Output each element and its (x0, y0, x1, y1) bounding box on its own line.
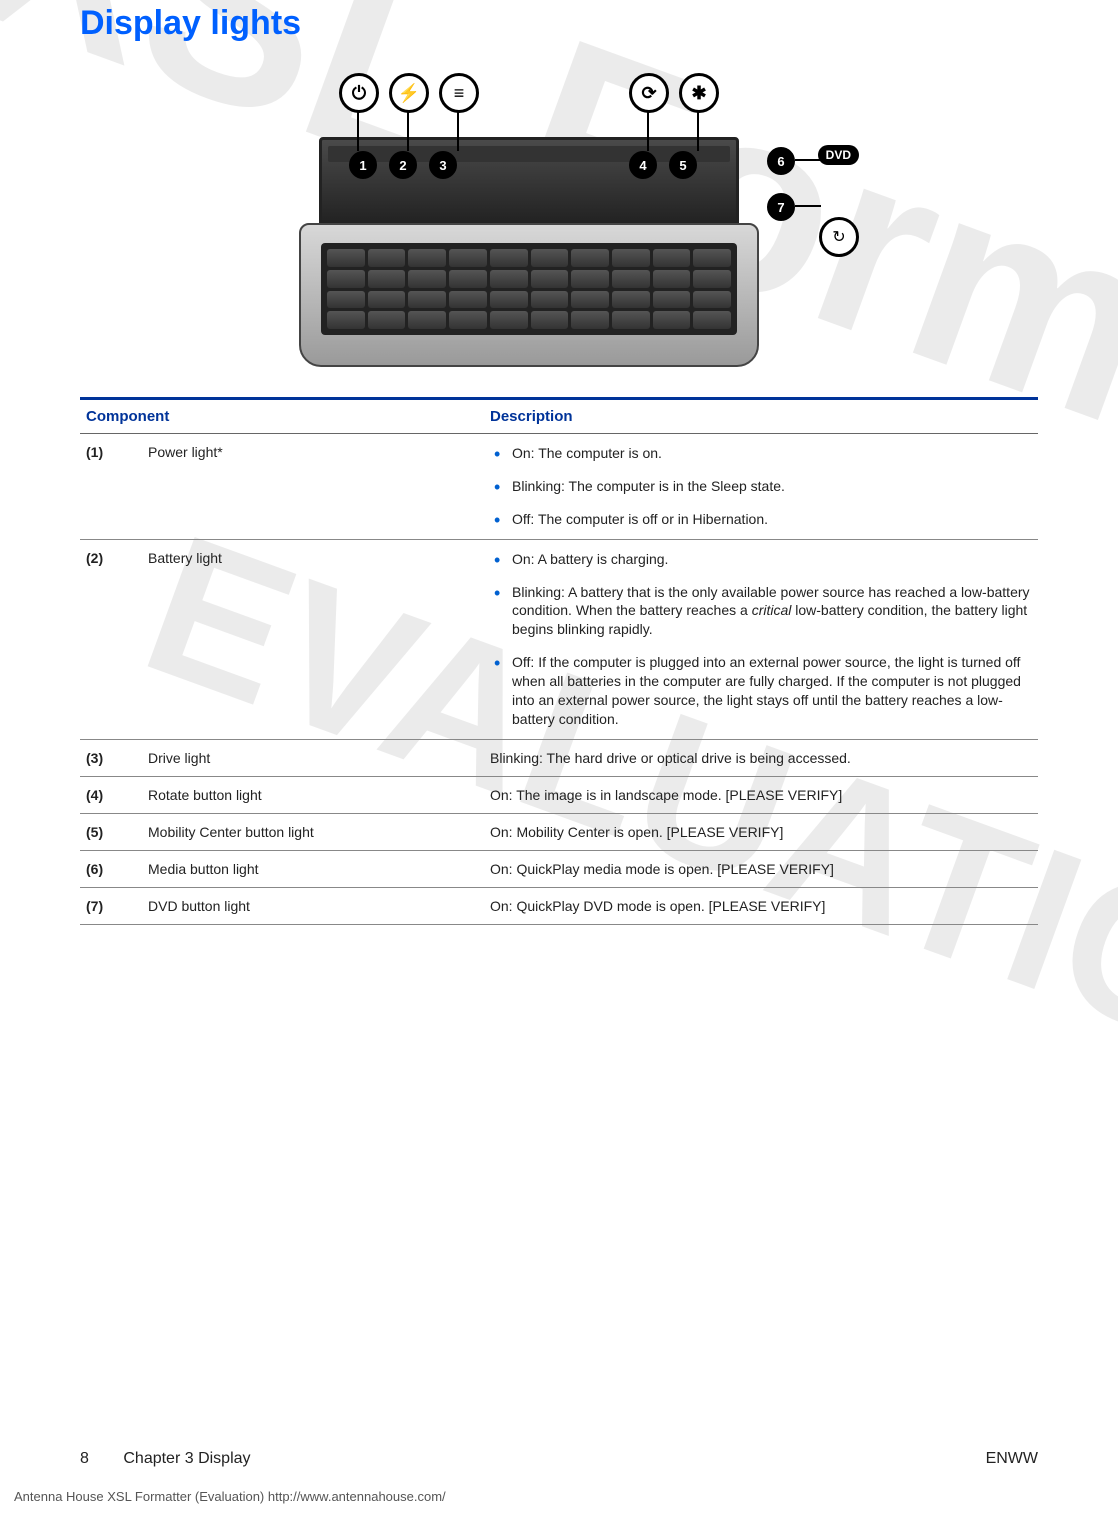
recycle-icon: ↻ (819, 217, 859, 257)
callout-5: 5 (669, 151, 697, 179)
table-row: (6)Media button lightOn: QuickPlay media… (80, 850, 1038, 887)
callout-7: 7 (767, 193, 795, 221)
table-row: (7)DVD button lightOn: QuickPlay DVD mod… (80, 887, 1038, 924)
row-number: (3) (80, 739, 142, 776)
th-description: Description (484, 399, 1038, 434)
table-row: (5)Mobility Center button lightOn: Mobil… (80, 813, 1038, 850)
mobility-icon: ✱ (679, 73, 719, 113)
description-item: Blinking: The computer is in the Sleep s… (512, 477, 1032, 496)
th-component: Component (80, 399, 484, 434)
callout-3: 3 (429, 151, 457, 179)
row-number: (7) (80, 887, 142, 924)
component-description: On: Mobility Center is open. [PLEASE VER… (484, 813, 1038, 850)
page-title: Display lights (80, 0, 1038, 43)
power-icon: ⏻ (339, 73, 379, 113)
row-number: (2) (80, 539, 142, 739)
rotate-icon: ⟳ (629, 73, 669, 113)
battery-icon: ⚡ (389, 73, 429, 113)
table-row: (2)Battery lightOn: A battery is chargin… (80, 539, 1038, 739)
row-number: (5) (80, 813, 142, 850)
row-number: (1) (80, 434, 142, 540)
component-name: Rotate button light (142, 776, 484, 813)
laptop-body (299, 223, 759, 367)
dvd-badge: DVD (818, 145, 859, 165)
component-name: Battery light (142, 539, 484, 739)
component-name: Media button light (142, 850, 484, 887)
table-row: (4)Rotate button lightOn: The image is i… (80, 776, 1038, 813)
component-description: On: A battery is charging. Blinking: A ba… (484, 539, 1038, 739)
component-description: Blinking: The hard drive or optical driv… (484, 739, 1038, 776)
drive-icon: ≡ (439, 73, 479, 113)
callout-1: 1 (349, 151, 377, 179)
chapter-label: Chapter 3 Display (123, 1450, 250, 1467)
component-description: On: QuickPlay DVD mode is open. [PLEASE … (484, 887, 1038, 924)
components-table: Component Description (1)Power light*On:… (80, 397, 1038, 925)
description-item: Off: If the computer is plugged into an … (512, 653, 1032, 729)
callout-6: 6 (767, 147, 795, 175)
table-row: (3)Drive lightBlinking: The hard drive o… (80, 739, 1038, 776)
row-number: (4) (80, 776, 142, 813)
component-name: Power light* (142, 434, 484, 540)
component-description: On: The image is in landscape mode. [PLE… (484, 776, 1038, 813)
page-footer: 8 Chapter 3 Display ENWW (80, 1450, 1038, 1468)
page-number: 8 (80, 1450, 89, 1467)
description-item: On: The computer is on. (512, 444, 1032, 463)
component-name: Drive light (142, 739, 484, 776)
description-item: Off: The computer is off or in Hibernati… (512, 510, 1032, 529)
component-description: On: The computer is on. Blinking: The com… (484, 434, 1038, 540)
description-item: On: A battery is charging. (512, 550, 1032, 569)
callout-4: 4 (629, 151, 657, 179)
component-name: DVD button light (142, 887, 484, 924)
table-row: (1)Power light* On: The computer is on. Bl… (80, 434, 1038, 540)
callout-2: 2 (389, 151, 417, 179)
row-number: (6) (80, 850, 142, 887)
component-description: On: QuickPlay media mode is open. [PLEAS… (484, 850, 1038, 887)
lang-code: ENWW (986, 1450, 1038, 1468)
laptop-diagram: ⏻ ⚡ ≡ ⟳ ✱ 1 2 3 4 5 6 7 DV (279, 67, 839, 367)
component-name: Mobility Center button light (142, 813, 484, 850)
description-item: Blinking: A battery that is the only ava… (512, 583, 1032, 640)
